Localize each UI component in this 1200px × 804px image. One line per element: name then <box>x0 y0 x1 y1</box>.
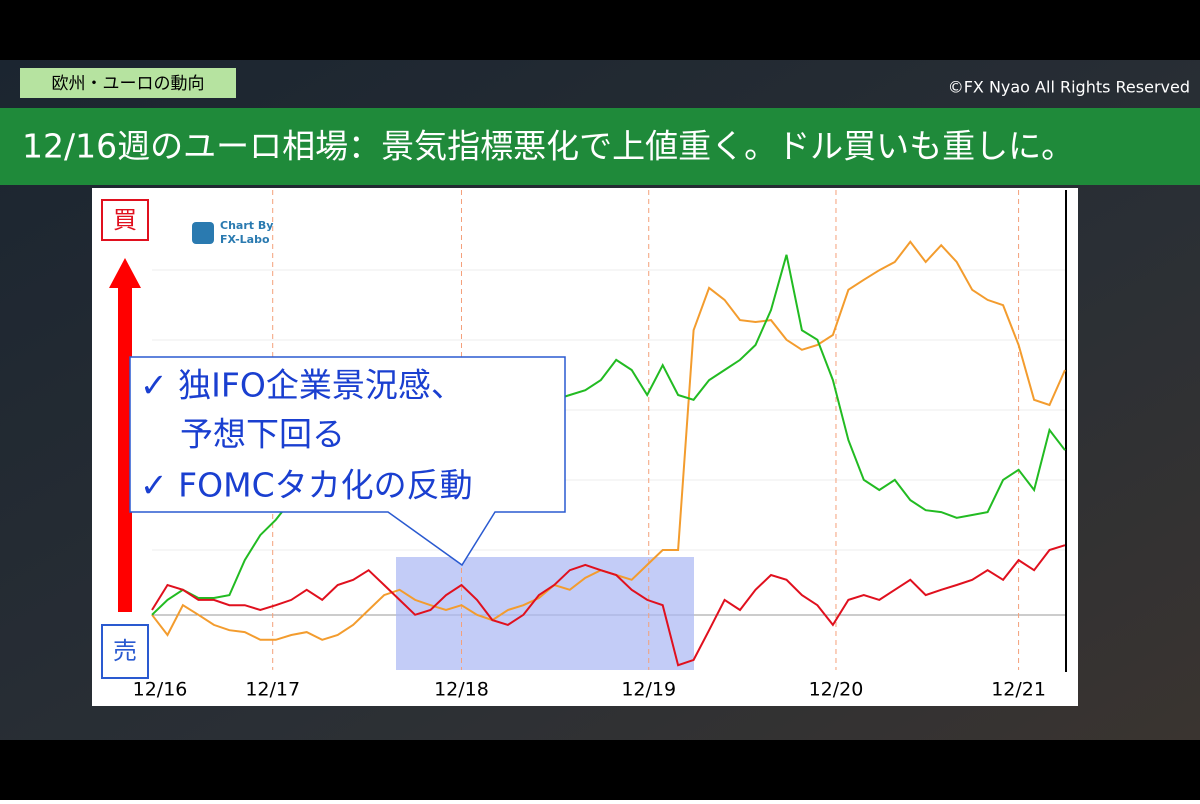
logo: Chart By <box>220 219 273 232</box>
annotation: ✓ FOMCタカ化の反動 <box>140 466 473 505</box>
annotation: ✓ 独IFO企業景況感、 <box>140 366 464 405</box>
section-label: 欧州・ユーロの動向 <box>52 74 205 94</box>
title: 12/16週のユーロ相場：景気指標悪化で上値重く。ドル買いも重しに。 <box>22 127 1074 166</box>
callout <box>129 356 566 567</box>
x-tick-label: 12/17 <box>245 679 300 701</box>
logo: FX-Labo <box>220 233 270 246</box>
logo-icon <box>192 222 214 244</box>
x-tick-label: 12/18 <box>434 679 489 701</box>
series-line <box>151 544 1066 667</box>
sell-label: 売 <box>113 637 137 665</box>
x-tick-label: 12/20 <box>809 679 864 701</box>
arrow <box>109 258 141 612</box>
buy-box <box>101 199 149 241</box>
section-tag <box>20 68 236 98</box>
sell-box <box>101 624 149 679</box>
title-bar <box>0 108 1200 185</box>
copyright: ©FX Nyao All Rights Reserved <box>948 78 1190 97</box>
x-tick-label: 12/19 <box>621 679 676 701</box>
x-tick-label: 12/21 <box>991 679 1046 701</box>
buy-label: 買 <box>113 206 137 234</box>
highlight-range <box>396 557 694 670</box>
annotation: 予想下回る <box>180 415 345 454</box>
x-tick-label: 12/16 <box>133 679 188 701</box>
